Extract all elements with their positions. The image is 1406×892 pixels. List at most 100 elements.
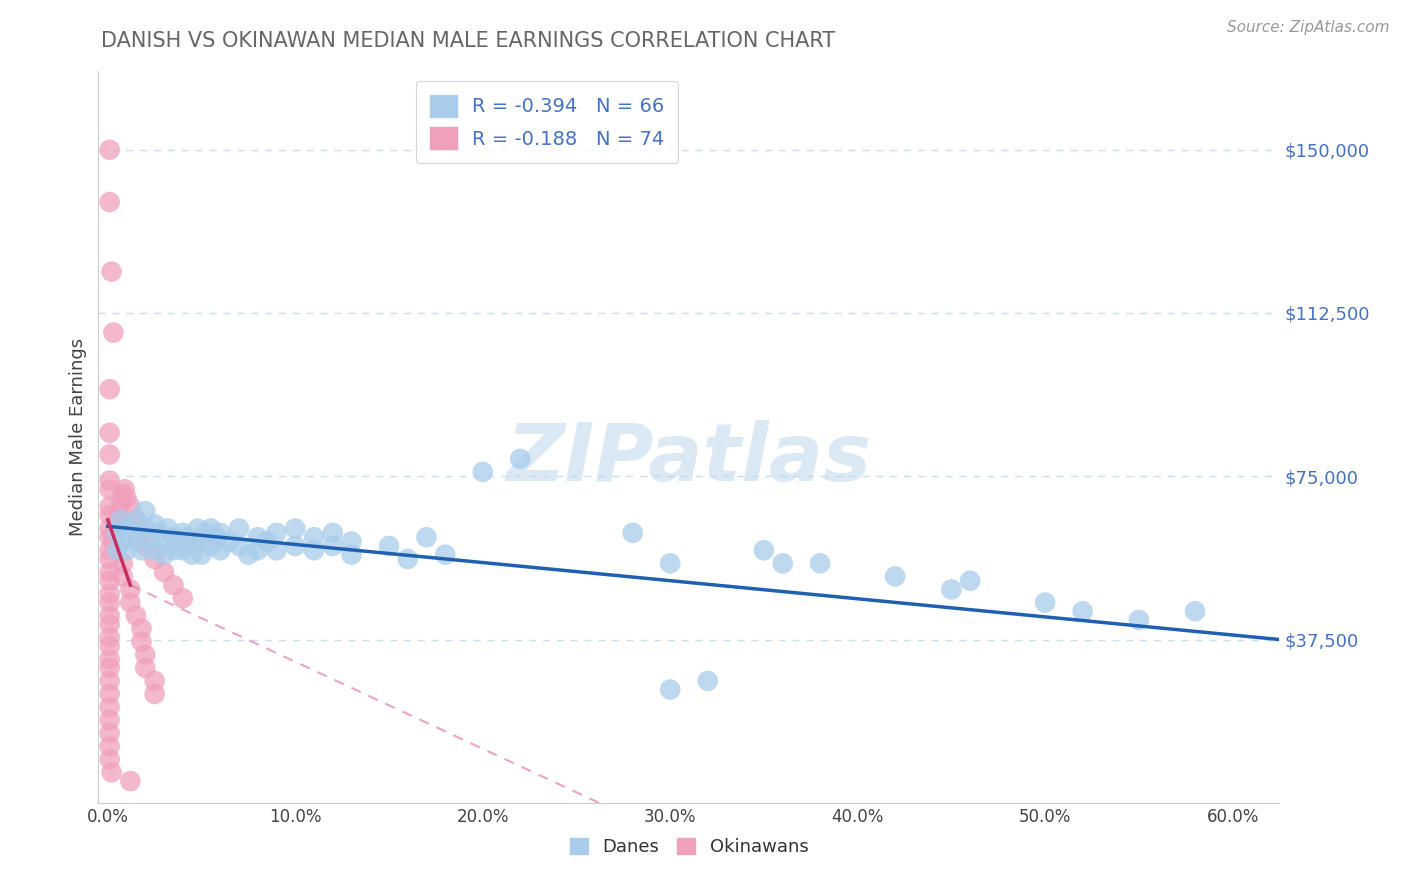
- Point: [1071, 604, 1094, 618]
- Point: [228, 521, 250, 535]
- Point: [134, 504, 156, 518]
- Point: [172, 543, 194, 558]
- Point: [959, 574, 981, 588]
- Point: [103, 534, 125, 549]
- Point: [111, 557, 134, 571]
- Point: [302, 530, 325, 544]
- Point: [228, 539, 250, 553]
- Point: [98, 552, 121, 566]
- Point: [115, 521, 138, 535]
- Point: [143, 543, 166, 558]
- Point: [98, 143, 121, 157]
- Point: [111, 486, 134, 500]
- Point: [659, 557, 682, 571]
- Point: [153, 548, 176, 562]
- Point: [218, 534, 240, 549]
- Point: [98, 687, 121, 701]
- Point: [98, 673, 121, 688]
- Point: [100, 765, 122, 780]
- Point: [172, 591, 194, 606]
- Point: [98, 194, 121, 209]
- Point: [115, 543, 138, 558]
- Point: [98, 543, 121, 558]
- Point: [1184, 604, 1206, 618]
- Point: [200, 521, 222, 535]
- Point: [266, 543, 288, 558]
- Point: [134, 539, 156, 553]
- Point: [111, 534, 134, 549]
- Point: [98, 587, 121, 601]
- Point: [98, 382, 121, 396]
- Point: [1033, 595, 1056, 609]
- Point: [98, 700, 121, 714]
- Point: [256, 534, 278, 549]
- Point: [396, 552, 419, 566]
- Point: [659, 682, 682, 697]
- Point: [125, 608, 148, 623]
- Point: [884, 569, 907, 583]
- Point: [98, 595, 121, 609]
- Point: [98, 639, 121, 653]
- Point: [340, 548, 363, 562]
- Point: [100, 265, 122, 279]
- Text: Source: ZipAtlas.com: Source: ZipAtlas.com: [1226, 20, 1389, 35]
- Point: [98, 652, 121, 666]
- Point: [131, 543, 153, 558]
- Point: [98, 661, 121, 675]
- Point: [621, 525, 644, 540]
- Point: [162, 530, 184, 544]
- Point: [162, 578, 184, 592]
- Point: [120, 774, 142, 789]
- Point: [98, 565, 121, 579]
- Point: [103, 326, 125, 340]
- Point: [190, 534, 212, 549]
- Point: [696, 673, 718, 688]
- Point: [284, 521, 307, 535]
- Point: [98, 617, 121, 632]
- Point: [134, 648, 156, 662]
- Point: [172, 525, 194, 540]
- Point: [205, 530, 228, 544]
- Point: [808, 557, 831, 571]
- Point: [752, 543, 775, 558]
- Legend: Danes, Okinawans: Danes, Okinawans: [562, 830, 815, 863]
- Point: [187, 521, 209, 535]
- Point: [322, 525, 344, 540]
- Point: [131, 622, 153, 636]
- Point: [156, 521, 179, 535]
- Point: [941, 582, 963, 597]
- Point: [149, 525, 172, 540]
- Point: [143, 687, 166, 701]
- Point: [98, 521, 121, 535]
- Point: [105, 525, 128, 540]
- Point: [120, 525, 142, 540]
- Point: [98, 483, 121, 497]
- Text: DANISH VS OKINAWAN MEDIAN MALE EARNINGS CORRELATION CHART: DANISH VS OKINAWAN MEDIAN MALE EARNINGS …: [101, 31, 835, 51]
- Point: [134, 661, 156, 675]
- Point: [143, 517, 166, 532]
- Point: [167, 534, 190, 549]
- Point: [284, 539, 307, 553]
- Point: [125, 513, 148, 527]
- Point: [98, 726, 121, 740]
- Point: [131, 634, 153, 648]
- Point: [209, 543, 232, 558]
- Point: [266, 525, 288, 540]
- Point: [98, 448, 121, 462]
- Point: [110, 513, 132, 527]
- Point: [111, 569, 134, 583]
- Point: [176, 530, 198, 544]
- Point: [120, 582, 142, 597]
- Point: [246, 543, 269, 558]
- Point: [125, 513, 148, 527]
- Point: [302, 543, 325, 558]
- Point: [322, 539, 344, 553]
- Point: [104, 521, 127, 535]
- Point: [120, 595, 142, 609]
- Point: [98, 574, 121, 588]
- Point: [340, 534, 363, 549]
- Point: [98, 474, 121, 488]
- Point: [153, 534, 176, 549]
- Point: [143, 552, 166, 566]
- Point: [105, 513, 128, 527]
